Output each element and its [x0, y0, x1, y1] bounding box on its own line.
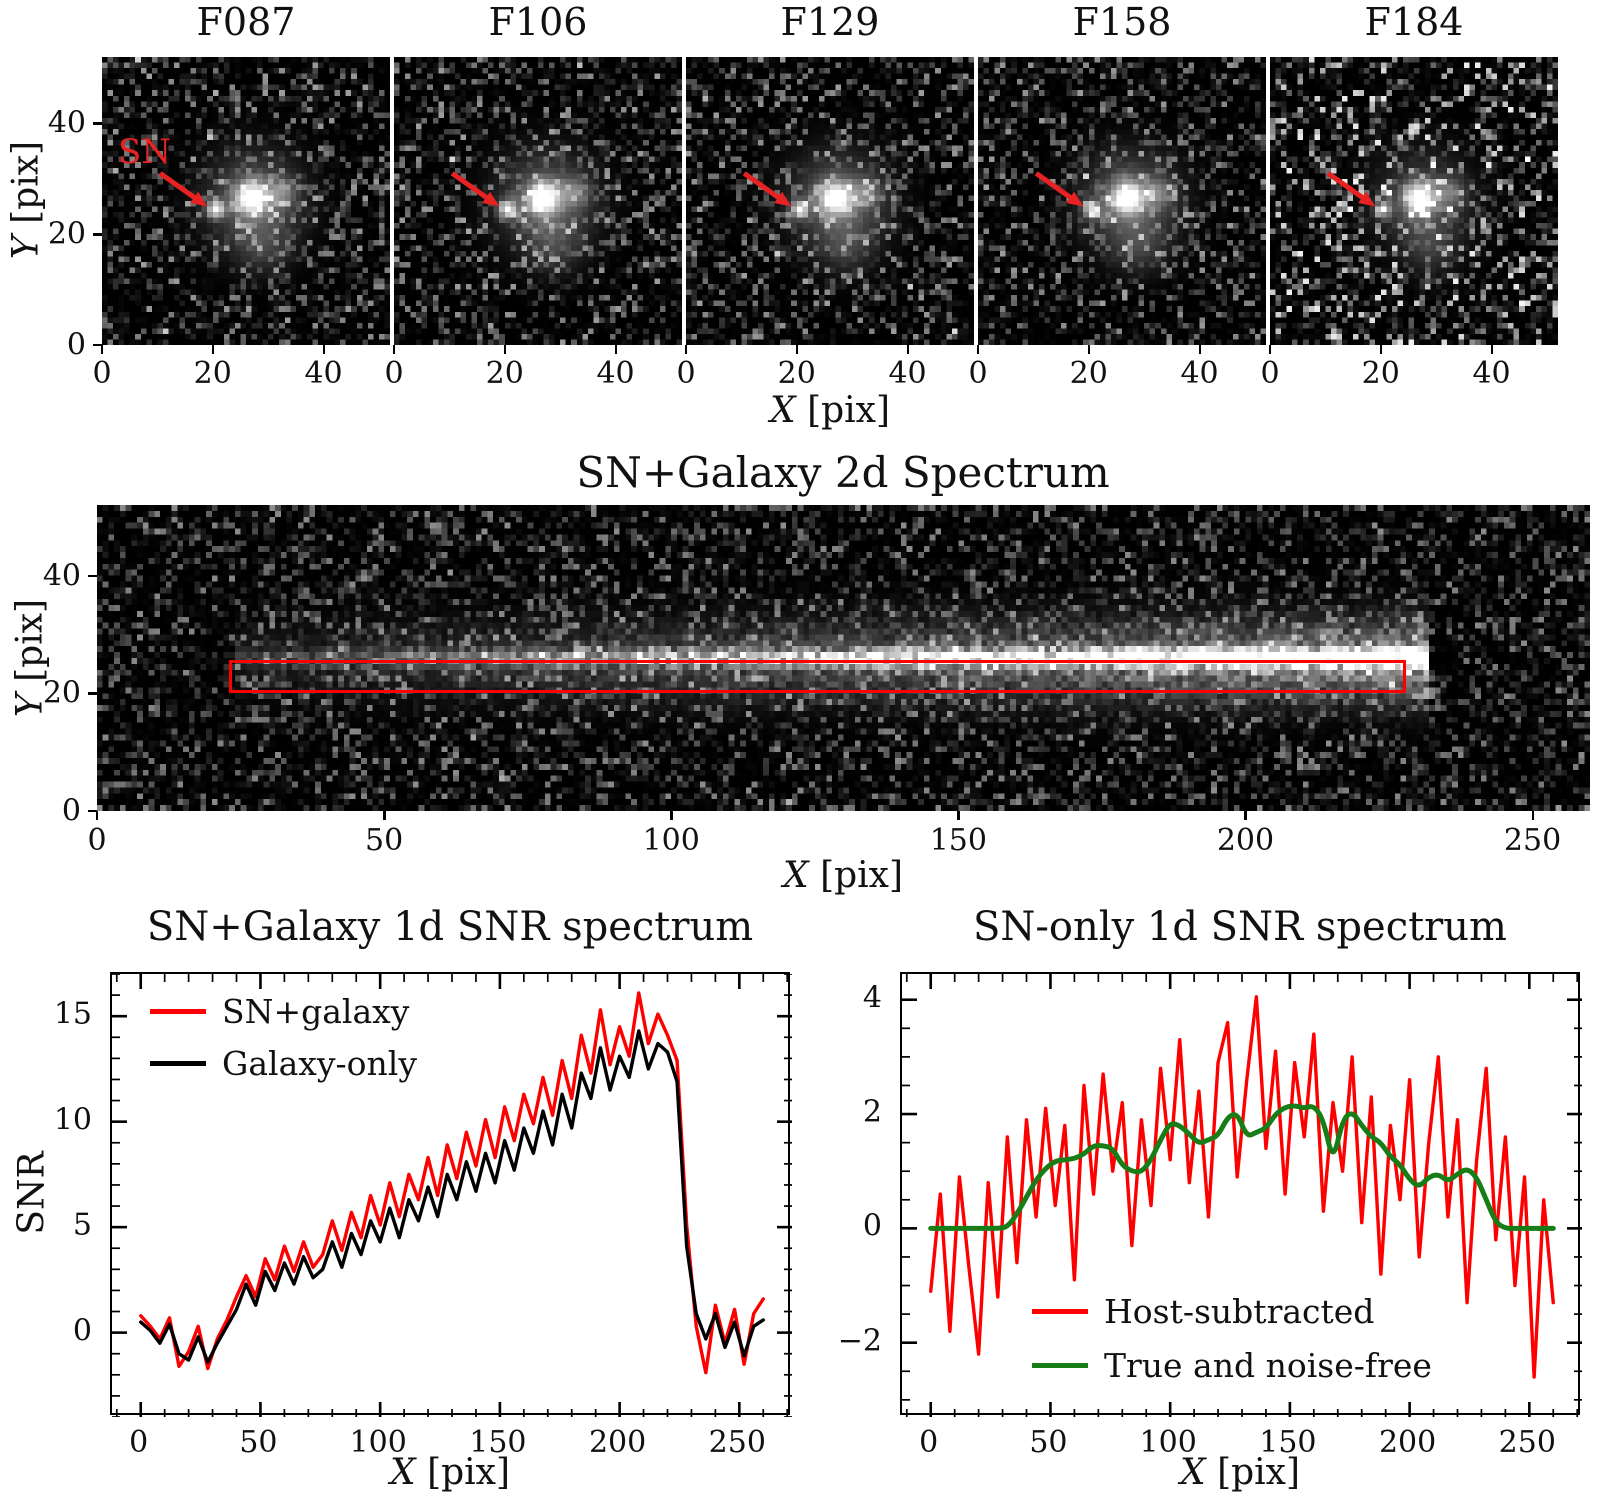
- legend-true-noise-free: True and noise-free: [1032, 1346, 1432, 1385]
- cutouts-x-axis-label: X [pix]: [769, 390, 891, 431]
- cutout-title: F184: [1364, 0, 1464, 44]
- extraction-region-box: [229, 659, 1407, 694]
- cutout-title: F158: [1072, 0, 1172, 44]
- snr-chart-sn-galaxy: SN+Galaxy 1d SNR spectrum SNR SN+galaxy …: [0, 900, 810, 1497]
- snr-chart-sn-only: SN-only 1d SNR spectrum Host-subtracted …: [790, 900, 1600, 1497]
- cutout-panel-F184: F184 0 20 40: [1260, 0, 1558, 400]
- legend-swatch-black: [150, 1061, 206, 1066]
- sn-arrow-icon: [1034, 171, 1084, 207]
- cutout-image-F184: [1270, 57, 1558, 345]
- chartR-x-axis-label: X [pix]: [1179, 1452, 1301, 1493]
- cutout-image-F087: [102, 57, 390, 345]
- sn-arrow-icon: [742, 171, 792, 207]
- legend-swatch-red: [150, 1009, 206, 1014]
- cutout-row: Y [pix] 0 20 40 F087 SN 0 20 40 F106 0 20 40 F…: [0, 0, 1600, 431]
- spectrum-2d-title: SN+Galaxy 2d Spectrum: [576, 448, 1110, 497]
- sn-arrow-icon: [1326, 171, 1376, 207]
- cutout-panel-F087: F087 SN 0 20 40: [92, 0, 390, 400]
- spectrum-2d-image: [97, 505, 1590, 811]
- sn-arrow-icon: [158, 171, 208, 207]
- legend-swatch-green: [1032, 1363, 1088, 1368]
- cutout-panel-F129: F129 0 20 40: [676, 0, 974, 400]
- legend-galaxy-only: Galaxy-only: [150, 1044, 417, 1083]
- cutout-panel-F106: F106 0 20 40: [384, 0, 682, 400]
- legend-swatch-red: [1032, 1309, 1088, 1314]
- sn-arrow-icon: [450, 171, 500, 207]
- cutout-title: F087: [196, 0, 296, 44]
- chartR-title: SN-only 1d SNR spectrum: [973, 904, 1507, 950]
- cutout-title: F129: [780, 0, 880, 44]
- legend-host-subtracted: Host-subtracted: [1032, 1292, 1374, 1331]
- cutout-image-F106: [394, 57, 682, 345]
- chartL-title: SN+Galaxy 1d SNR spectrum: [146, 904, 754, 950]
- legend-sn-galaxy: SN+galaxy: [150, 992, 409, 1031]
- cutout-title: F106: [488, 0, 588, 44]
- cutout-panel-F158: F158 0 20 40: [968, 0, 1266, 400]
- chartL-x-axis-label: X [pix]: [389, 1452, 511, 1493]
- sn-label: SN: [118, 132, 172, 172]
- cutout-image-F158: [978, 57, 1266, 345]
- cutout-image-F129: [686, 57, 974, 345]
- spectrum-2d-x-axis-label: X [pix]: [782, 855, 904, 896]
